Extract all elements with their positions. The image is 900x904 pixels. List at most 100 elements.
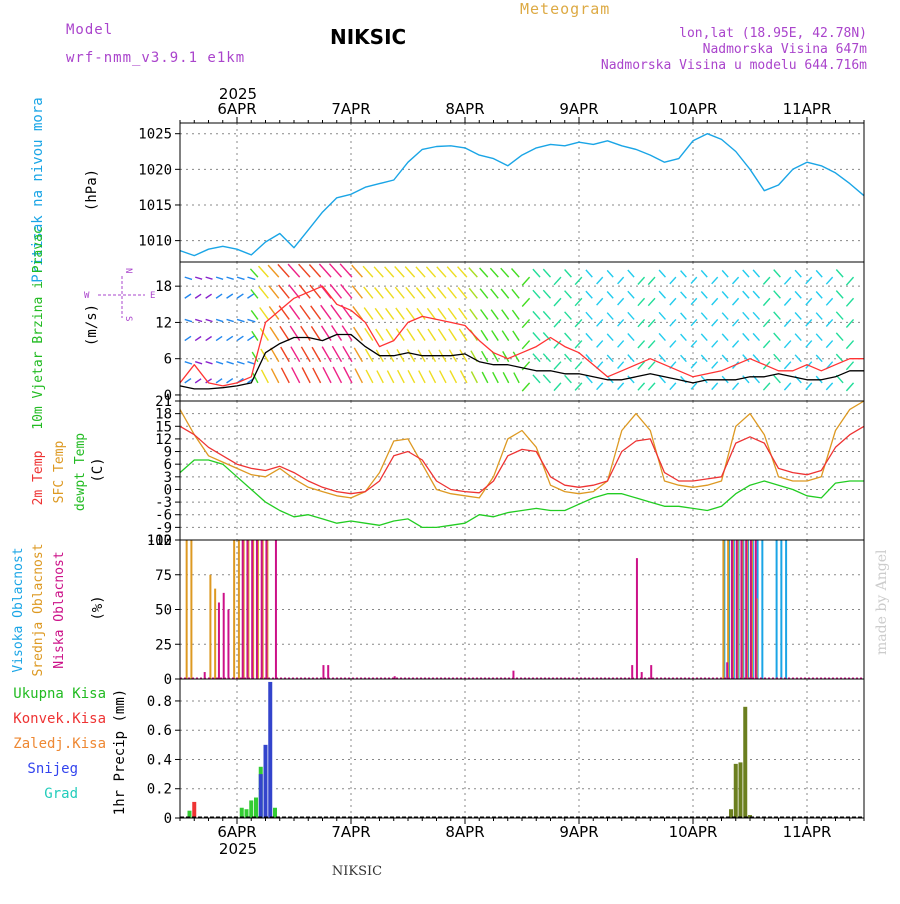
wind-arrow xyxy=(585,290,593,299)
wind-arrow xyxy=(532,310,541,320)
wind-arrow xyxy=(711,340,719,348)
sfc-temp-line xyxy=(179,400,865,499)
precip-legend-conv: Konvek.Kisa xyxy=(13,711,106,727)
year-top: 2025 xyxy=(219,85,257,103)
cloud-label-low: Niska Oblacnost xyxy=(52,551,67,668)
watermark: made by Angel xyxy=(874,549,890,655)
wind-arrow xyxy=(669,340,677,348)
wind-arrow xyxy=(762,318,771,328)
wind-arrow xyxy=(721,354,729,363)
wind-arrow xyxy=(658,311,666,320)
wind-arrow xyxy=(794,333,802,342)
wind-arrow xyxy=(226,361,234,365)
wind-arrow xyxy=(396,349,405,363)
wind-arrow xyxy=(721,269,729,278)
wind-arrow xyxy=(502,351,510,363)
wind-arrow xyxy=(278,284,290,299)
wind-arrow xyxy=(606,269,614,278)
y-tick-label: 12 xyxy=(155,315,172,331)
wind-arrow xyxy=(415,266,426,278)
wind-arrow xyxy=(627,290,635,299)
bottom-day-label: 11APR xyxy=(783,823,832,841)
wind-arrow xyxy=(362,265,374,278)
wind-arrow xyxy=(835,332,844,342)
precip-legend-snow: Snijeg xyxy=(27,761,78,777)
wind-arrow xyxy=(280,367,290,384)
wind-arrow xyxy=(521,276,531,286)
wind-arrow xyxy=(700,354,708,363)
wind-arrow xyxy=(215,335,223,342)
wind-arrow xyxy=(375,328,384,341)
wind-gust-line xyxy=(179,285,864,387)
wind-arrow xyxy=(585,375,593,384)
wind-arrow xyxy=(236,293,244,299)
cloud-panel: 0 25 50 75 100 xyxy=(147,533,864,688)
station-title: NIKSIC xyxy=(330,25,406,49)
y-tick-label: 1020 xyxy=(138,162,172,178)
wind-arrow xyxy=(247,335,255,342)
precip-bar xyxy=(263,744,268,818)
top-day-label: 9APR xyxy=(559,100,598,118)
wind-arrow xyxy=(500,267,510,278)
y-tick-label: 0.2 xyxy=(147,782,172,798)
wind-arrow xyxy=(267,264,280,278)
wind-arrow xyxy=(406,328,416,341)
top-day-labels: 6APR 7APR 8APR 9APR 10APR 11APR xyxy=(179,100,865,123)
bottom-day-label: 9APR xyxy=(559,823,598,841)
wind-arrow xyxy=(268,305,280,320)
wind-arrow xyxy=(301,367,311,384)
wind-arrow xyxy=(532,353,541,363)
wind-arrow xyxy=(752,269,761,278)
model-name: wrf-nmm_v3.9.1 e1km xyxy=(66,50,245,66)
temp-2m-line xyxy=(179,425,865,495)
wind-arrow xyxy=(553,318,562,328)
dewpoint-line xyxy=(179,459,864,529)
wind-arrow xyxy=(742,311,750,320)
wind-arrow xyxy=(752,290,761,299)
wind-arrow xyxy=(449,370,458,384)
wind-arrow xyxy=(647,297,656,307)
wind-arrow xyxy=(690,340,698,348)
y-tick-label: -9 xyxy=(155,520,172,536)
wind-arrow xyxy=(298,263,311,278)
year-bottom: 2025 xyxy=(219,840,257,858)
wind-arrow xyxy=(815,312,823,320)
wind-arrow xyxy=(553,361,562,370)
wind-arrow xyxy=(448,328,458,341)
wind-arrow xyxy=(363,286,374,299)
wind-arrow xyxy=(384,266,395,278)
wind-arrow xyxy=(773,311,781,320)
wind-arrow xyxy=(501,330,510,341)
wind-arrow xyxy=(845,340,855,350)
wind-arrow xyxy=(574,276,583,286)
wind-arrow xyxy=(845,276,855,286)
wind-arrow xyxy=(270,368,280,384)
wind-arrow xyxy=(521,297,531,307)
wind-arrow xyxy=(376,370,384,384)
wind-arrow xyxy=(690,297,698,306)
wind-arrow xyxy=(835,353,844,363)
lonlat-text: lon,lat (18.95E, 42.78N) xyxy=(679,26,867,41)
y-tick-label: 9 xyxy=(164,445,172,461)
wind-arrow xyxy=(542,332,552,342)
wind-arrow xyxy=(342,345,353,363)
y-tick-label: -12 xyxy=(147,533,172,549)
wind-arrow xyxy=(205,293,212,299)
wind-arrow xyxy=(617,340,625,348)
cloud-label-high: Visoka Oblacnost xyxy=(11,547,26,672)
wind-arrow xyxy=(596,297,604,306)
wind-arrow xyxy=(794,290,802,299)
wind-arrow xyxy=(427,328,437,341)
wind-arrow xyxy=(815,291,823,299)
y-tick-label: 21 xyxy=(155,394,172,410)
wind-arrow xyxy=(353,347,364,363)
wind-arrow xyxy=(249,268,259,278)
wind-arrow xyxy=(564,353,572,363)
wind-arrow xyxy=(373,266,384,278)
wind-arrow xyxy=(815,354,823,363)
wind-arrow xyxy=(617,318,625,327)
wind-arrow xyxy=(416,328,426,341)
wind-arrow xyxy=(280,346,290,363)
wind-arrow xyxy=(532,374,541,384)
